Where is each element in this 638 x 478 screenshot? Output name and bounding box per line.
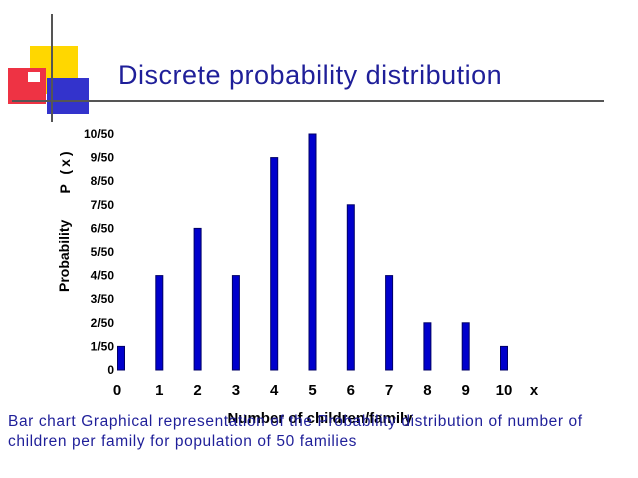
bar-0 [117, 345, 125, 371]
bar-7 [385, 275, 394, 371]
y-tick-label: 7/50 [91, 198, 115, 212]
title-underline [12, 100, 604, 102]
y-tick-label: 0 [107, 363, 114, 377]
slide-caption: Bar chart Graphical representation of th… [8, 413, 583, 450]
x-tick-label: 3 [232, 382, 240, 399]
y-tick-label: 5/50 [91, 245, 115, 259]
y-tick-label: 2/50 [91, 316, 115, 330]
y-axis-symbol: P (x) [57, 148, 73, 194]
x-tick-label: 8 [423, 382, 431, 399]
x-tick-label: 10 [496, 382, 513, 399]
bars [117, 133, 508, 371]
decor-vertical-line [51, 14, 53, 122]
y-tick-label: 4/50 [91, 269, 115, 283]
decor-blue-square [47, 78, 89, 114]
y-axis-title: Probability [56, 219, 72, 292]
bar-5 [308, 133, 317, 371]
x-tick-label: 2 [193, 382, 201, 399]
bar-1 [155, 275, 164, 371]
x-tick-label: 6 [347, 382, 355, 399]
x-tick-label: 9 [462, 382, 470, 399]
y-tick-label: 10/50 [84, 127, 114, 141]
y-tick-label: 8/50 [91, 174, 115, 188]
bar-4 [270, 157, 279, 371]
x-tick-labels: 0 1 2 3 4 5 6 7 8 9 10 [113, 382, 513, 399]
x-tick-label: 0 [113, 382, 121, 399]
decor-white-square [28, 72, 40, 82]
bar-9 [461, 322, 470, 371]
bar-3 [231, 275, 240, 371]
y-tick-label: 9/50 [91, 151, 115, 165]
y-tick-labels: 0 1/50 2/50 3/50 4/50 5/50 6/50 7/50 8/50 9/50 10/… [84, 127, 114, 377]
y-tick-label: 3/50 [91, 292, 115, 306]
x-tick-label: 5 [308, 382, 316, 399]
x-tick-label: 7 [385, 382, 393, 399]
y-tick-label: 1/50 [91, 339, 115, 353]
x-axis-title: Number of children/family [227, 410, 413, 427]
x-variable-label: x [530, 382, 539, 399]
bar-6 [346, 204, 355, 371]
bar-8 [423, 322, 432, 371]
slide-title: Discrete probability distribution [118, 60, 503, 90]
bar-2 [193, 227, 202, 371]
x-tick-label: 4 [270, 382, 279, 399]
bar-10 [500, 345, 508, 371]
y-tick-label: 6/50 [91, 221, 115, 235]
x-tick-label: 1 [155, 382, 163, 399]
